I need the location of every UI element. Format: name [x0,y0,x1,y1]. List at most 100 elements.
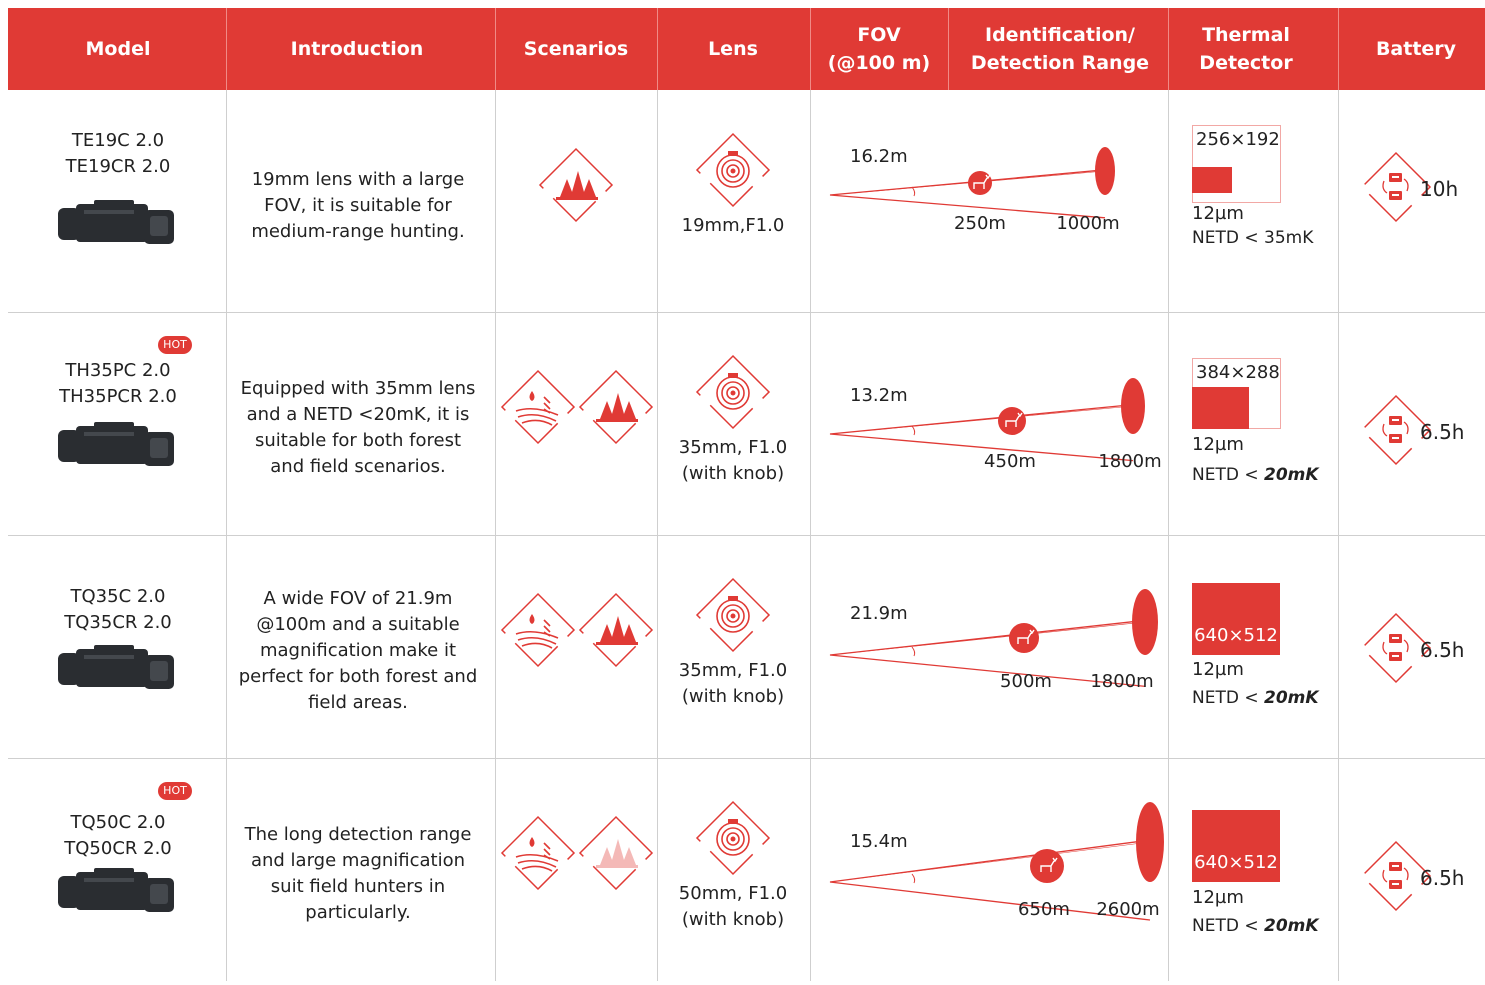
icon-part [150,884,168,904]
lens-icon [693,798,773,878]
icon-part [94,868,134,876]
header-text: Detection Range [970,52,1150,74]
icon-part [500,592,576,668]
icon-part [515,619,559,649]
scenario-icon [576,813,656,893]
icon-part [515,407,559,416]
icon-part [1017,629,1035,644]
resolution-box [1192,583,1280,655]
icon-part [1403,867,1409,881]
netd-value: 20mK [1264,465,1319,485]
header-cell: Scenarios [466,35,686,63]
header-text: Battery [1375,38,1457,60]
intro-text: Equipped with 35mm lens and a NETD <20mK… [238,358,478,498]
icon-part [1403,639,1409,653]
model-name: TE19C 2.0 [71,130,165,151]
grid-line [8,758,1485,759]
icon-part [600,401,614,419]
icon-part [695,577,771,653]
icon-part [911,646,916,657]
device-image [54,196,180,252]
intro: A wide FOV of 21.9m @100m and a suitable… [238,588,478,713]
icon-part [728,596,738,601]
icon-part [500,369,576,445]
scenario-icon [498,367,578,447]
battery-icon [1360,151,1432,223]
icon-part [1392,865,1399,885]
icon-part [58,200,174,244]
icon-part [1360,151,1432,223]
icon-part [726,164,740,178]
icon-part [543,842,551,860]
icon-part [58,645,174,689]
icon-part [500,815,576,891]
icon-part [721,381,745,405]
lens-spec: 19mm,F1.0 [660,213,806,239]
icon-part [829,621,1146,656]
header-text: Scenarios [523,38,629,60]
header-text: Model [85,38,151,60]
icon-part [610,393,626,421]
icon-part [578,815,654,891]
resolution-fill [1192,167,1232,193]
icon-part [1392,655,1399,657]
battery-life: 6.5h [1420,420,1465,444]
icon-part [716,154,750,188]
icon-part [521,865,553,872]
icon-part [1382,178,1409,194]
icon-part [829,589,1158,687]
lens-icon [693,352,773,432]
lens-line: (with knob) [681,686,785,707]
header-divider [810,8,811,90]
header-divider [948,8,949,90]
icon-part [728,819,738,824]
icon-part [695,354,771,430]
lens-line: 35mm, F1.0 [678,437,788,458]
icon-part [1360,151,1432,223]
header-text: Identification/ [985,24,1135,46]
icon-part [695,577,771,653]
icon-part [58,876,80,908]
icon-part [1360,612,1432,684]
icon-part [521,419,553,426]
icon-part [58,653,80,685]
icon-part [500,815,576,891]
icon-part [58,422,174,466]
battery-icon [1360,394,1432,466]
icon-part [695,132,771,208]
icon-part [829,170,1106,196]
icon-part [1392,176,1399,178]
icon-part [538,147,614,223]
icon-part [721,159,745,183]
fov-value: 21.9m [850,603,908,624]
icon-part [58,868,174,912]
icon-part [515,630,559,639]
scenario-icon [536,145,616,225]
header-divider [1338,8,1339,90]
icon-part [84,655,134,659]
icon-part [1392,865,1399,867]
icon-part [84,432,168,458]
icon-part [596,839,638,868]
icon-part [1360,840,1432,912]
detection-range: 1800m [1098,451,1162,472]
icon-part [582,179,596,197]
header-cell: Identification/Detection Range [950,21,1170,77]
icon-part [1382,867,1409,883]
grid-line [8,312,1485,313]
lens-line: 35mm, F1.0 [678,660,788,681]
intro: The long detection range and large magni… [244,824,472,923]
icon-part [500,592,576,668]
icon-part [570,171,586,199]
icon-part [1121,378,1145,434]
icon-part [1360,394,1432,466]
icon-part [1360,612,1432,684]
lens-spec: 35mm, F1.0 (with knob) [660,658,806,710]
icon-part [728,373,738,378]
battery-life: 6.5h [1420,638,1465,662]
intro: Equipped with 35mm lens and a NETD <20mK… [240,378,476,477]
icon-part [84,432,134,436]
header-text: Introduction [290,38,424,60]
icon-part [84,655,168,681]
